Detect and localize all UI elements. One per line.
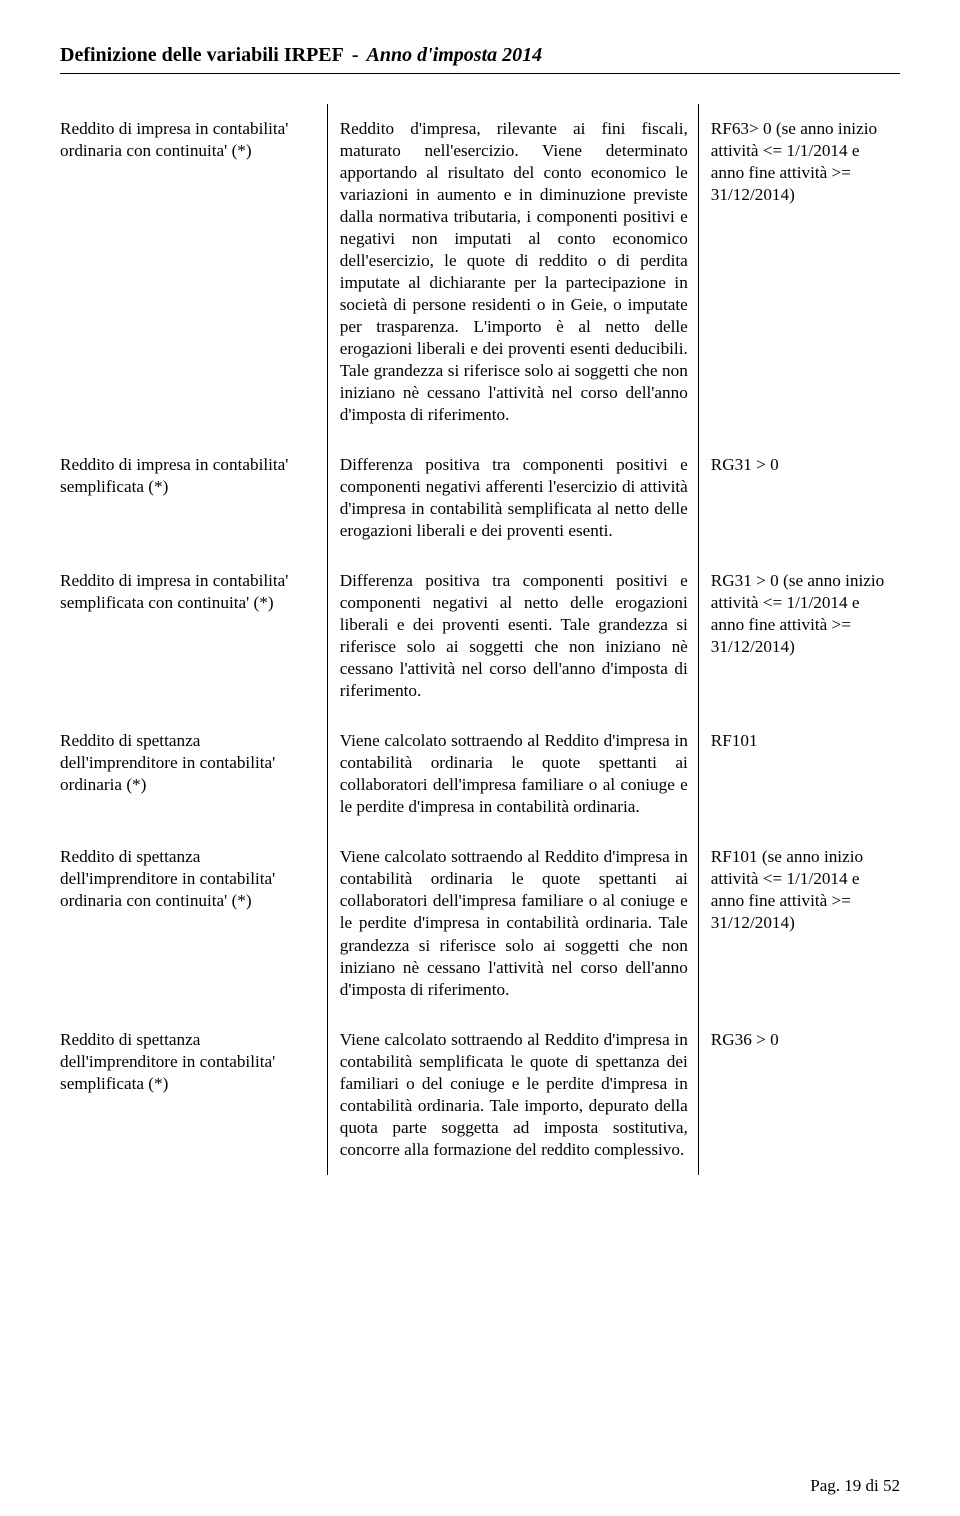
cell-reference: RF101: [698, 716, 900, 832]
table-row: Reddito di impresa in contabilita' ordin…: [60, 104, 900, 440]
cell-description: Viene calcolato sottraendo al Reddito d'…: [327, 716, 698, 832]
cell-description: Viene calcolato sottraendo al Reddito d'…: [327, 832, 698, 1014]
table-row: Reddito di impresa in contabilita' sempl…: [60, 440, 900, 556]
cell-variable-name: Reddito di spettanza dell'imprenditore i…: [60, 716, 327, 832]
cell-variable-name: Reddito di spettanza dell'imprenditore i…: [60, 832, 327, 1014]
cell-variable-name: Reddito di impresa in contabilita' sempl…: [60, 440, 327, 556]
table-row: Reddito di impresa in contabilita' sempl…: [60, 556, 900, 716]
cell-variable-name: Reddito di spettanza dell'imprenditore i…: [60, 1015, 327, 1175]
header-title-right: Anno d'imposta 2014: [367, 44, 543, 67]
cell-description: Differenza positiva tra componenti posit…: [327, 440, 698, 556]
cell-reference: RF63> 0 (se anno inizio attività <= 1/1/…: [698, 104, 900, 440]
table-row: Reddito di spettanza dell'imprenditore i…: [60, 832, 900, 1014]
cell-description: Differenza positiva tra componenti posit…: [327, 556, 698, 716]
table-row: Reddito di spettanza dell'imprenditore i…: [60, 716, 900, 832]
cell-description: Viene calcolato sottraendo al Reddito d'…: [327, 1015, 698, 1175]
header-title-left: Definizione delle variabili IRPEF: [60, 44, 344, 67]
header-separator: -: [352, 44, 359, 67]
cell-variable-name: Reddito di impresa in contabilita' sempl…: [60, 556, 327, 716]
cell-reference: RG31 > 0 (se anno inizio attività <= 1/1…: [698, 556, 900, 716]
page-footer: Pag. 19 di 52: [810, 1476, 900, 1496]
page: Definizione delle variabili IRPEF - Anno…: [0, 0, 960, 1516]
cell-description: Reddito d'impresa, rilevante ai fini fis…: [327, 104, 698, 440]
cell-reference: RG31 > 0: [698, 440, 900, 556]
cell-variable-name: Reddito di impresa in contabilita' ordin…: [60, 104, 327, 440]
page-header: Definizione delle variabili IRPEF - Anno…: [60, 44, 900, 67]
cell-reference: RG36 > 0: [698, 1015, 900, 1175]
definitions-table: Reddito di impresa in contabilita' ordin…: [60, 104, 900, 1175]
header-divider: [60, 73, 900, 74]
table-row: Reddito di spettanza dell'imprenditore i…: [60, 1015, 900, 1175]
cell-reference: RF101 (se anno inizio attività <= 1/1/20…: [698, 832, 900, 1014]
